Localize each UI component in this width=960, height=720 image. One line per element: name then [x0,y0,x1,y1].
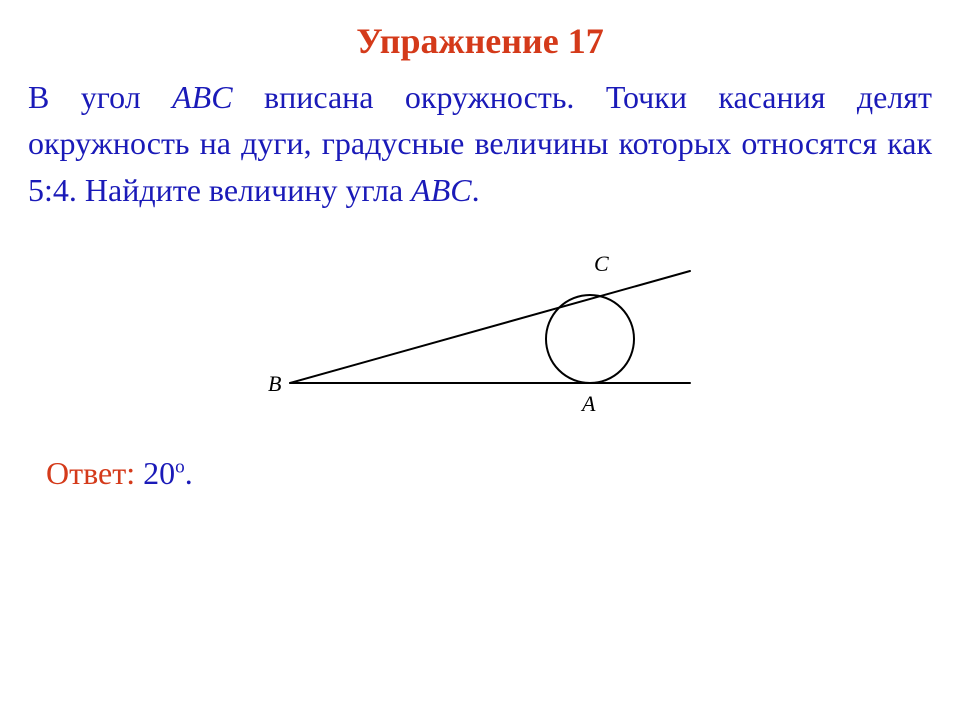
answer-line: Ответ: 20о. [46,455,932,492]
diagram-container: B A C [28,233,932,423]
answer-degree-symbol: о [175,457,185,478]
answer-value-prefix: 20 [135,455,175,491]
svg-text:B: B [268,371,281,396]
exercise-title: Упражнение 17 [28,20,932,62]
svg-text:A: A [580,391,596,416]
answer-label: Ответ: [46,455,135,491]
answer-value-suffix: . [185,455,193,491]
geometry-diagram: B A C [260,233,700,423]
problem-seg-1a: В угол [28,79,172,115]
problem-seg-1c: . [472,172,480,208]
problem-text: В угол ABC вписана окружность. Точки кас… [28,74,932,213]
svg-text:C: C [594,251,609,276]
problem-em-abc-1: ABC [172,79,232,115]
problem-em-abc-2: ABC [411,172,471,208]
